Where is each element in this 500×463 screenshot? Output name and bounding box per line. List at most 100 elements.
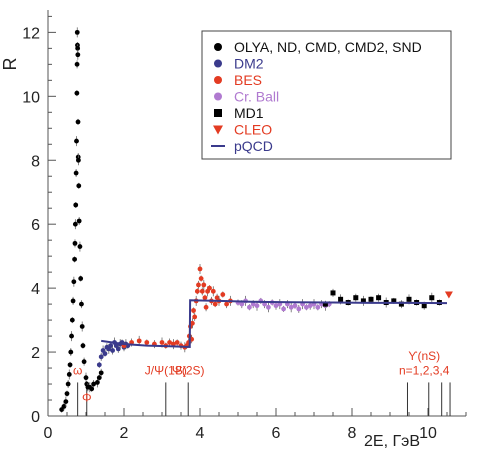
data-point bbox=[61, 404, 67, 409]
data-series-group bbox=[59, 27, 453, 413]
data-point bbox=[159, 340, 165, 345]
legend-label: DM2 bbox=[234, 56, 264, 72]
legend-label: Cr. Ball bbox=[234, 89, 279, 105]
legend-marker bbox=[214, 109, 222, 117]
data-point bbox=[273, 303, 279, 309]
data-point bbox=[191, 308, 196, 313]
y-tick-label: 4 bbox=[31, 281, 40, 298]
y-axis-label: R bbox=[0, 58, 20, 71]
data-point bbox=[198, 276, 204, 281]
data-point bbox=[76, 183, 82, 189]
data-point bbox=[421, 303, 427, 309]
data-point bbox=[98, 354, 104, 360]
data-point bbox=[174, 340, 180, 345]
data-point bbox=[210, 288, 216, 294]
data-point bbox=[201, 282, 207, 288]
data-point bbox=[72, 240, 78, 246]
data-point bbox=[73, 202, 79, 208]
data-point bbox=[74, 29, 80, 35]
data-point bbox=[368, 296, 374, 302]
data-point bbox=[79, 324, 85, 329]
data-point bbox=[202, 295, 208, 301]
legend-label: MD1 bbox=[234, 105, 264, 121]
data-point bbox=[76, 157, 81, 163]
data-point bbox=[63, 399, 69, 405]
data-point bbox=[207, 285, 212, 291]
data-point bbox=[307, 303, 313, 309]
data-point bbox=[212, 301, 218, 307]
data-point bbox=[391, 298, 397, 304]
data-point bbox=[96, 362, 102, 368]
legend-marker bbox=[214, 59, 222, 68]
x-tick-label: 8 bbox=[348, 425, 357, 442]
data-point bbox=[77, 244, 83, 249]
data-point bbox=[91, 381, 96, 387]
data-point bbox=[98, 370, 104, 376]
y-tick-label: 10 bbox=[22, 89, 40, 106]
legend-label: BES bbox=[234, 72, 262, 88]
data-point bbox=[281, 306, 286, 312]
legend-marker bbox=[214, 92, 222, 101]
data-point bbox=[95, 380, 100, 385]
data-point bbox=[73, 170, 79, 176]
legend-label: CLEO bbox=[234, 122, 272, 138]
legend-marker bbox=[214, 76, 222, 84]
data-point bbox=[83, 375, 89, 381]
data-point bbox=[194, 288, 200, 294]
x-tick-label: 4 bbox=[196, 425, 205, 442]
data-point bbox=[74, 90, 80, 96]
data-point bbox=[75, 52, 81, 58]
y-tick-label: 6 bbox=[31, 217, 40, 234]
data-point bbox=[67, 362, 73, 368]
data-point bbox=[304, 304, 309, 310]
data-point bbox=[288, 304, 294, 310]
data-point bbox=[64, 391, 70, 397]
data-point bbox=[296, 306, 302, 312]
data-point bbox=[315, 304, 321, 310]
data-point bbox=[72, 221, 78, 227]
data-point bbox=[330, 290, 336, 296]
x-tick-label: 2 bbox=[120, 425, 129, 442]
y-tick-label: 0 bbox=[31, 409, 40, 426]
data-point bbox=[199, 288, 205, 294]
x-tick-label: 0 bbox=[44, 425, 53, 442]
legend-box bbox=[201, 30, 452, 160]
x-tick-label: 6 bbox=[272, 425, 281, 442]
data-point bbox=[203, 304, 209, 310]
data-point bbox=[196, 282, 201, 288]
legend-label: pQCD bbox=[234, 138, 273, 154]
data-point bbox=[115, 346, 121, 352]
data-point bbox=[247, 304, 252, 310]
data-point bbox=[292, 303, 298, 309]
x-tick-label: 10 bbox=[419, 425, 437, 442]
data-point bbox=[224, 301, 230, 307]
data-point bbox=[144, 340, 150, 345]
data-point bbox=[68, 349, 74, 355]
data-point bbox=[81, 359, 87, 365]
pqcd-curve bbox=[101, 299, 448, 348]
resonance-label: Ψ(2S) bbox=[172, 363, 205, 377]
data-point bbox=[429, 295, 435, 301]
legend-label: OLYA, ND, CMD, CMD2, SND bbox=[234, 39, 422, 55]
data-point bbox=[69, 317, 75, 323]
data-point bbox=[69, 333, 74, 339]
data-point bbox=[360, 298, 366, 304]
data-point bbox=[171, 341, 176, 347]
data-point bbox=[76, 218, 82, 224]
data-point bbox=[192, 314, 198, 320]
data-point bbox=[78, 276, 84, 281]
data-point bbox=[254, 303, 260, 309]
data-point bbox=[75, 45, 81, 51]
data-point bbox=[239, 301, 245, 307]
data-point bbox=[71, 279, 77, 285]
data-point bbox=[102, 351, 108, 357]
data-point bbox=[74, 61, 80, 67]
data-point bbox=[80, 343, 86, 349]
data-point bbox=[96, 375, 102, 381]
data-point bbox=[72, 256, 77, 262]
resonance-label: n=1,2,3,4 bbox=[399, 363, 450, 377]
data-point bbox=[444, 291, 453, 299]
data-point bbox=[66, 372, 72, 377]
resonance-label: ϒ(nS) bbox=[408, 349, 440, 363]
